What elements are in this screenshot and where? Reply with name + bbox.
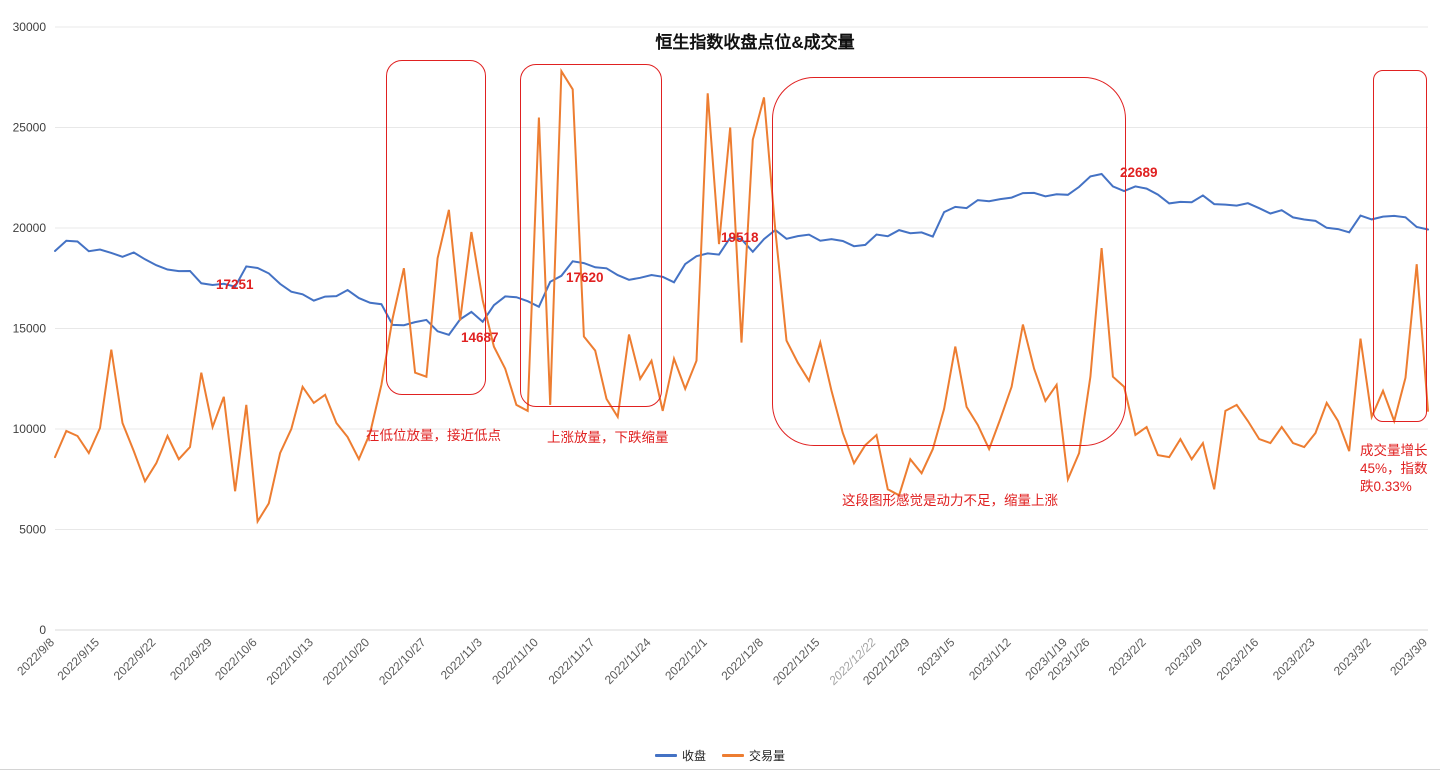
x-axis-label: 2022/10/6 [212,635,260,683]
legend-label: 交易量 [749,749,786,763]
x-axis-label: 2023/2/9 [1162,635,1205,678]
x-axis-label: 2022/10/13 [264,635,317,688]
chart-legend: 收盘 交易量 [0,747,1440,764]
x-axis-label: 2023/3/9 [1387,635,1430,678]
x-axis-label: 2023/2/2 [1106,635,1149,678]
y-axis-label: 0 [39,623,46,637]
close-line [54,172,1429,336]
legend-item: 交易量 [722,747,785,764]
chart-title: 恒生指数收盘点位&成交量 [655,33,855,52]
x-axis-label: 2023/2/23 [1270,635,1318,683]
x-axis-label: 2022/9/15 [54,635,102,683]
legend-swatch-close [654,754,677,757]
y-axis-label: 20000 [13,221,47,235]
x-axis-label: 2023/2/16 [1214,635,1262,683]
x-axis-label: 2022/11/10 [489,635,541,687]
x-axis-label: 2022/12/1 [662,635,710,683]
x-axis-label: 2022/12/15 [770,635,823,688]
y-axis-label: 10000 [13,422,47,436]
x-axis-label: 2022/10/27 [376,635,429,688]
x-axis-label: 2023/1/12 [966,635,1014,683]
x-axis-label: 2022/12/8 [718,635,766,683]
y-axis-label: 15000 [13,322,47,336]
x-axis-label: 2022/11/24 [602,635,654,687]
y-axis-label: 25000 [13,121,47,135]
x-axis-label: 2022/11/3 [438,635,485,682]
x-axis-label: 2023/3/2 [1331,635,1374,678]
x-axis-label: 2022/9/8 [14,635,57,678]
x-axis-label: 2023/1/5 [914,635,957,678]
y-axis-label: 5000 [19,523,46,537]
x-axis-label: 2022/10/20 [320,635,373,688]
legend-item: 收盘 [654,747,706,764]
y-axis-label: 30000 [13,20,47,34]
x-axis-label: 2022/11/17 [546,635,598,687]
legend-swatch-volume [722,754,744,757]
x-axis-label: 2022/9/22 [111,635,159,683]
x-axis-label: 2022/9/29 [167,635,215,683]
volume-line [54,67,1429,525]
legend-label: 收盘 [681,749,706,763]
